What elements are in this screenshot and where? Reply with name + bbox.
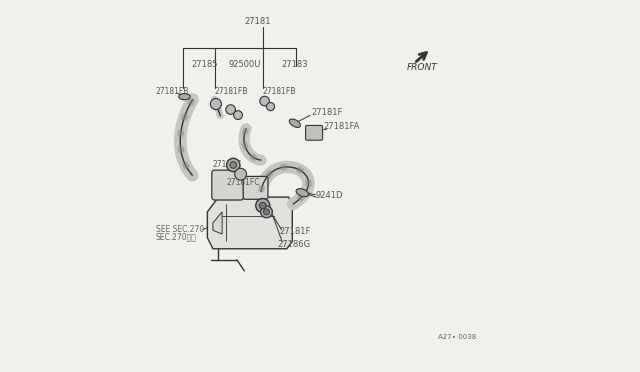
Circle shape (260, 206, 273, 218)
Polygon shape (213, 212, 222, 234)
Text: SEC.270参照: SEC.270参照 (156, 232, 196, 241)
Text: A27∙ 0038: A27∙ 0038 (438, 334, 476, 340)
Text: 27185: 27185 (191, 60, 218, 70)
Polygon shape (207, 197, 292, 249)
Circle shape (259, 202, 266, 209)
Text: 27186G: 27186G (278, 240, 310, 249)
FancyBboxPatch shape (212, 170, 244, 200)
Text: 92500U: 92500U (228, 60, 260, 70)
Text: 27186C: 27186C (213, 160, 242, 169)
Ellipse shape (289, 119, 300, 128)
Text: 27181FB: 27181FB (156, 87, 189, 96)
Ellipse shape (179, 93, 190, 100)
FancyBboxPatch shape (306, 125, 323, 140)
FancyBboxPatch shape (243, 176, 268, 199)
Text: 27181F: 27181F (280, 227, 311, 235)
Circle shape (260, 96, 269, 106)
Text: 27183: 27183 (282, 60, 308, 70)
Circle shape (235, 168, 246, 180)
Circle shape (234, 111, 243, 119)
Text: 9241D: 9241D (316, 191, 343, 200)
Circle shape (264, 209, 269, 215)
Circle shape (227, 158, 240, 171)
Circle shape (230, 161, 237, 168)
Text: 27181FA: 27181FA (324, 122, 360, 131)
Circle shape (211, 99, 221, 110)
Text: 27181FB: 27181FB (263, 87, 296, 96)
Circle shape (226, 105, 236, 114)
Text: 27181: 27181 (244, 17, 271, 26)
Circle shape (266, 103, 275, 111)
Text: 27181FC: 27181FC (227, 178, 260, 187)
Text: FRONT: FRONT (407, 62, 438, 72)
Text: 27181F: 27181F (312, 108, 343, 118)
Circle shape (256, 199, 270, 212)
Ellipse shape (296, 189, 308, 197)
Text: 27181FB: 27181FB (215, 87, 248, 96)
Text: SEE SEC.270: SEE SEC.270 (156, 225, 204, 234)
